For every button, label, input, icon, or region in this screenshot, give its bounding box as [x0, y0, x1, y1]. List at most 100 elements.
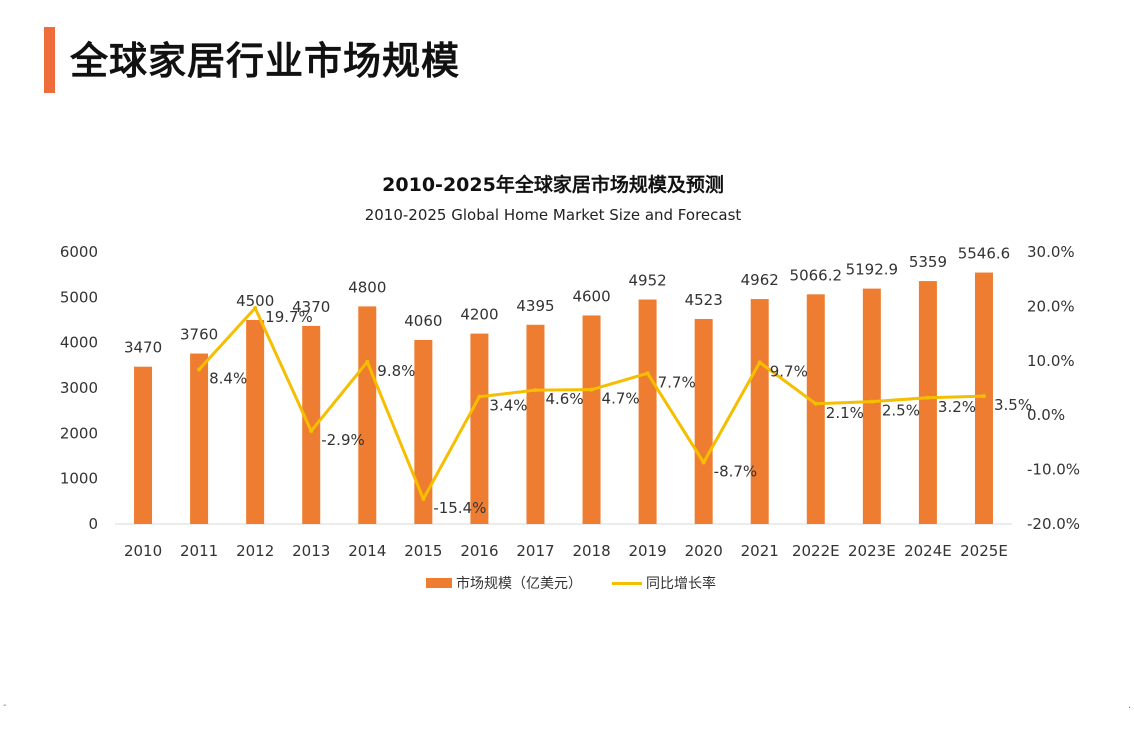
growth-value-label: 8.4%	[209, 370, 247, 388]
y-right-tick-label: -20.0%	[1027, 515, 1080, 533]
bar-2019	[638, 299, 657, 524]
bar-value-label: 4500	[236, 292, 274, 310]
y-right-tick-label: -10.0%	[1027, 461, 1080, 479]
bar-value-label: 4952	[629, 272, 667, 290]
x-tick-label: 2017	[516, 542, 554, 560]
x-tick-label: 2012	[236, 542, 274, 560]
bar-2025E	[974, 272, 993, 524]
bar-value-label: 4962	[741, 271, 779, 289]
growth-value-label: 9.7%	[770, 362, 808, 380]
bar-2012	[246, 320, 265, 524]
x-tick-label: 2015	[404, 542, 442, 560]
bar-value-label: 4523	[685, 291, 723, 309]
x-tick-label: 2013	[292, 542, 330, 560]
legend-line-swatch	[612, 581, 642, 585]
growth-value-label: 7.7%	[658, 373, 696, 391]
growth-value-label: 2.1%	[826, 404, 864, 422]
growth-value-label: 19.7%	[265, 308, 313, 326]
bar-2014	[358, 306, 377, 524]
y-left-tick-label: 1000	[60, 470, 98, 488]
bar-2017	[526, 324, 545, 524]
bar-2011	[190, 353, 209, 524]
growth-value-label: -15.4%	[433, 499, 486, 517]
bar-value-label: 4200	[460, 306, 498, 324]
growth-value-label: 9.8%	[377, 362, 415, 380]
y-left-tick-label: 0	[88, 515, 98, 533]
bar-2010	[134, 366, 153, 524]
bar-value-label: 5192.9	[846, 261, 899, 279]
growth-value-label: 4.7%	[602, 390, 640, 408]
growth-point-2025E	[981, 394, 986, 399]
page-title: 全球家居行业市场规模	[70, 39, 461, 83]
bar-value-label: 4370	[292, 298, 330, 316]
growth-point-2023E	[869, 399, 874, 404]
growth-value-label: 4.6%	[545, 390, 583, 408]
y-left-tick-label: 4000	[60, 334, 98, 352]
bar-value-label: 3470	[124, 339, 162, 357]
bar-value-label: 4060	[404, 312, 442, 330]
bar-value-label: 4800	[348, 278, 386, 296]
growth-point-2020	[701, 460, 706, 465]
x-tick-label: 2018	[572, 542, 610, 560]
growth-point-2016	[477, 394, 482, 399]
chart-subtitle: 2010-2025 Global Home Market Size and Fo…	[364, 206, 742, 224]
corner-mark-left: -	[3, 700, 7, 711]
bar-2021	[750, 299, 769, 524]
bar-2023E	[862, 288, 881, 524]
growth-point-2012	[253, 306, 258, 311]
growth-value-label: -8.7%	[714, 463, 758, 481]
x-tick-label: 2011	[180, 542, 218, 560]
legend-label-growth-rate: 同比增长率	[646, 576, 716, 592]
chart-title: 2010-2025年全球家居市场规模及预测	[382, 174, 724, 196]
growth-value-label: -2.9%	[321, 431, 365, 449]
growth-point-2015	[421, 496, 426, 501]
bar-value-label: 5359	[909, 253, 947, 271]
growth-point-2014	[365, 359, 370, 364]
x-tick-label: 2022E	[792, 542, 840, 560]
growth-value-label: 3.4%	[489, 397, 527, 415]
y-left-tick-label: 3000	[60, 379, 98, 397]
x-tick-label: 2019	[629, 542, 667, 560]
y-right-tick-label: 30.0%	[1027, 243, 1075, 261]
x-tick-label: 2023E	[848, 542, 896, 560]
growth-point-2011	[197, 367, 202, 372]
bar-2022E	[806, 294, 825, 524]
y-left-tick-label: 5000	[60, 288, 98, 306]
growth-point-2013	[309, 428, 314, 433]
title-accent-bar	[44, 27, 55, 93]
bar-value-label: 5066.2	[790, 266, 843, 284]
y-left-tick-label: 6000	[60, 243, 98, 261]
legend-item-market-size: 市场规模（亿美元）	[426, 573, 582, 593]
growth-value-label: 3.5%	[994, 396, 1032, 414]
x-tick-label: 2021	[741, 542, 779, 560]
x-tick-label: 2024E	[904, 542, 952, 560]
bar-value-label: 5546.6	[958, 245, 1011, 263]
x-tick-label: 2025E	[960, 542, 1008, 560]
bar-2013	[302, 325, 321, 524]
bar-2015	[414, 339, 433, 524]
bar-2020	[694, 318, 713, 524]
growth-point-2022E	[813, 401, 818, 406]
bar-value-label: 4395	[516, 297, 554, 315]
y-right-tick-label: 0.0%	[1027, 406, 1065, 424]
y-left-tick-label: 2000	[60, 424, 98, 442]
x-tick-label: 2010	[124, 542, 162, 560]
bar-value-label: 3760	[180, 326, 218, 344]
growth-point-2018	[589, 387, 594, 392]
legend-bar-swatch	[426, 578, 452, 588]
growth-point-2024E	[925, 395, 930, 400]
legend-label-market-size: 市场规模（亿美元）	[456, 576, 582, 592]
x-tick-label: 2016	[460, 542, 498, 560]
growth-value-label: 2.5%	[882, 402, 920, 420]
growth-value-label: 3.2%	[938, 398, 976, 416]
growth-point-2019	[645, 371, 650, 376]
legend: 市场规模（亿美元） 同比增长率	[0, 573, 1134, 593]
legend-item-growth-rate: 同比增长率	[612, 573, 716, 593]
growth-point-2017	[533, 388, 538, 393]
y-right-tick-label: 20.0%	[1027, 297, 1075, 315]
growth-point-2021	[757, 360, 762, 365]
corner-mark-right: .	[1128, 700, 1132, 711]
bar-value-label: 4600	[572, 287, 610, 305]
bar-2016	[470, 333, 489, 524]
